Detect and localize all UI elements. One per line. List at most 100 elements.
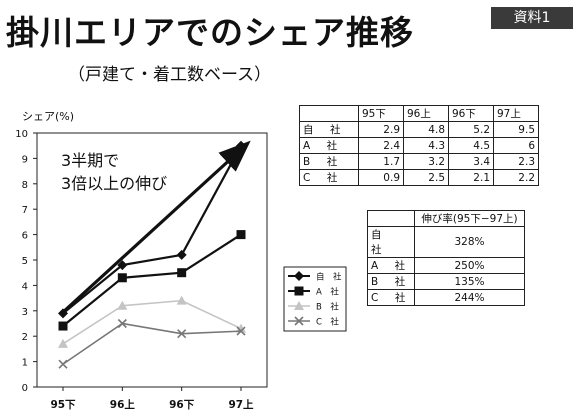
table-cell: 1.7	[358, 153, 404, 170]
legend-label: A 社	[316, 287, 339, 298]
table-cell: 0.9	[358, 169, 404, 186]
point-shape	[58, 359, 68, 369]
data-point	[117, 260, 128, 271]
y-tick-label: 10	[15, 129, 28, 140]
data-point	[117, 273, 127, 283]
data-point	[58, 321, 68, 331]
point-shape	[177, 268, 187, 278]
growth-table-corner	[367, 210, 415, 227]
series-line	[62, 322, 242, 365]
y-axis-label: シェア(%)	[22, 110, 74, 123]
growth-table-title: 伸び率(95下−97上)	[414, 210, 525, 227]
y-tick-label: 3	[22, 307, 28, 318]
table-cell: 2.4	[358, 137, 404, 154]
share-table-col: 97上	[493, 105, 539, 122]
row-label: A 社	[299, 137, 359, 154]
table-row: B 社 1.7 3.2 3.4 2.3	[299, 153, 539, 170]
point-shape	[176, 249, 187, 260]
data-point	[177, 268, 187, 278]
point-shape	[294, 271, 304, 281]
table-cell: 2.3	[493, 153, 539, 170]
series-line	[62, 299, 242, 345]
table-cell: 3.4	[448, 153, 494, 170]
document-badge: 資料1	[491, 7, 573, 29]
chart-legend: 自 社 A 社 B 社 C 社	[288, 271, 342, 328]
point-shape	[236, 323, 246, 333]
table-cell: 2.5	[403, 169, 449, 186]
page-title: 掛川エリアでのシェア推移	[6, 13, 414, 52]
table-cell: 4.5	[448, 137, 494, 154]
legend-label: B 社	[316, 302, 339, 313]
point-shape	[117, 260, 128, 271]
data-point	[236, 323, 246, 333]
table-cell: 4.8	[403, 121, 449, 138]
share-table-col: 95下	[358, 105, 404, 122]
data-point	[176, 249, 187, 260]
annotation-line-1: 3半期で	[61, 151, 119, 170]
y-tick-label: 6	[22, 231, 28, 242]
series-layer	[58, 140, 246, 369]
y-tick-label: 7	[22, 205, 28, 216]
share-table: 95下 96上 96下 97上 自 社 2.9 4.8 5.2 9.5 A 社 …	[299, 105, 539, 186]
data-point	[236, 140, 246, 151]
x-tick-label: 97上	[228, 398, 254, 411]
data-point	[236, 230, 246, 240]
point-shape	[236, 326, 246, 336]
table-cell: 328%	[414, 226, 525, 258]
growth-arrow	[60, 140, 251, 315]
row-label: B 社	[367, 273, 415, 290]
share-table-corner	[299, 105, 359, 122]
series-line	[62, 145, 242, 315]
growth-rate-table: 伸び率(95下−97上) 自 社 328% A 社 250% B 社 135% …	[367, 210, 525, 306]
y-tick-label: 0	[22, 383, 28, 394]
row-label: 自 社	[367, 226, 415, 258]
legend-marker	[294, 316, 304, 326]
y-tick-label: 8	[22, 180, 28, 191]
y-tick-label: 9	[22, 154, 28, 165]
point-shape	[177, 329, 187, 339]
point-shape	[294, 316, 304, 326]
row-label: 自 社	[299, 121, 359, 138]
table-row: B 社 135%	[367, 273, 525, 290]
point-shape	[58, 321, 68, 331]
x-tick-label: 96下	[169, 399, 195, 411]
x-axis: 95下 96上 96下 97上	[50, 387, 254, 411]
page-subtitle: （戸建て・着工数ベース）	[68, 65, 272, 85]
table-cell: 5.2	[448, 121, 494, 138]
y-axis: 0 1 2 3 4 5 6 7 8 9 10	[15, 129, 37, 394]
point-shape	[176, 295, 187, 305]
share-table-header: 95下 96上 96下 97上	[299, 105, 539, 122]
legend-frame	[283, 266, 347, 332]
table-cell: 244%	[414, 289, 525, 306]
point-shape	[236, 230, 246, 240]
data-point	[58, 338, 68, 348]
row-label: B 社	[299, 153, 359, 170]
y-tick-label: 5	[22, 256, 28, 267]
y-tick-label: 4	[22, 281, 28, 292]
table-cell: 250%	[414, 257, 525, 274]
point-shape	[294, 286, 304, 296]
data-point	[177, 329, 187, 339]
annotation-line-2: 3倍以上の伸び	[61, 174, 167, 193]
series-line	[62, 233, 242, 327]
point-shape	[117, 273, 127, 283]
row-label: C 社	[299, 169, 359, 186]
data-point	[236, 326, 246, 336]
point-shape	[117, 300, 128, 310]
data-point	[117, 318, 127, 329]
table-cell: 2.1	[448, 169, 494, 186]
legend-label: C 社	[316, 317, 339, 328]
data-point	[117, 300, 128, 310]
table-row: 自 社 328%	[367, 226, 525, 258]
data-point	[58, 308, 68, 319]
table-cell: 3.2	[403, 153, 449, 170]
table-row: 自 社 2.9 4.8 5.2 9.5	[299, 121, 539, 138]
y-tick-label: 2	[22, 332, 28, 343]
table-cell: 6	[493, 137, 539, 154]
legend-label: 自 社	[316, 272, 342, 283]
point-shape	[117, 318, 127, 329]
row-label: C 社	[367, 289, 415, 306]
share-table-col: 96下	[448, 105, 494, 122]
table-cell: 9.5	[493, 121, 539, 138]
